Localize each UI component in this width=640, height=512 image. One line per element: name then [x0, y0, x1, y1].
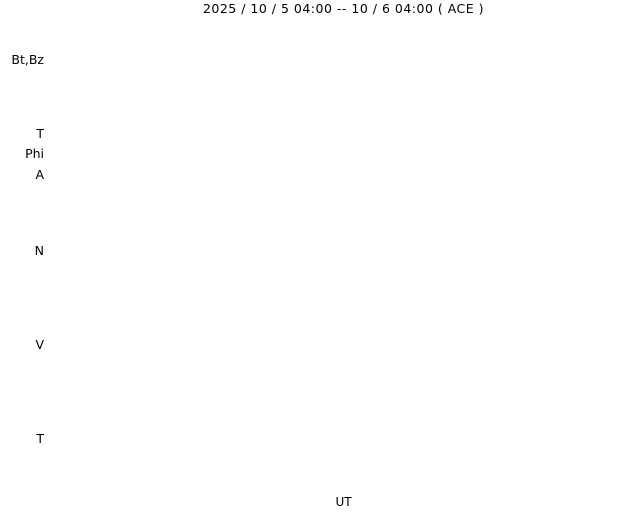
panel-label-density: N: [34, 243, 44, 258]
panel-label-temperature: T: [36, 431, 44, 446]
panel-label-speed: V: [35, 337, 44, 352]
x-axis-label: UT: [335, 495, 352, 509]
panel-label-phi: Phi: [25, 146, 44, 161]
chart-title: 2025 / 10 / 5 04:00 -- 10 / 6 04:00 ( AC…: [202, 1, 485, 16]
panel-label-bt-bz: Bt,Bz: [11, 52, 44, 67]
panel-label-theta: T: [36, 126, 44, 141]
panel-label-alpha: A: [35, 167, 44, 182]
